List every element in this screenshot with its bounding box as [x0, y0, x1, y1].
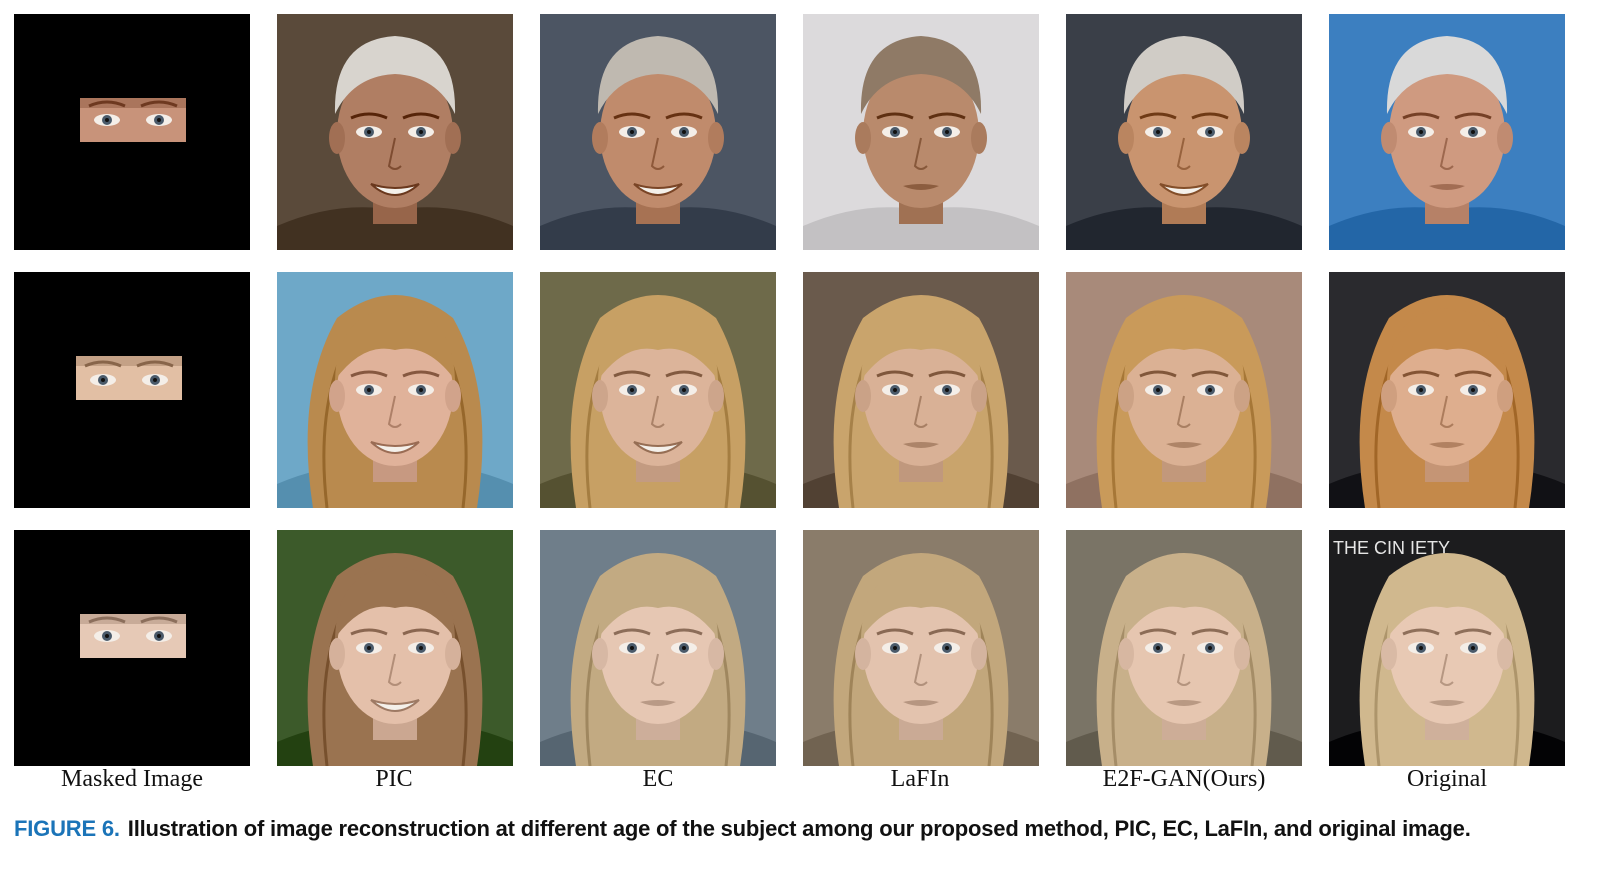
image-ec-row-2 — [540, 272, 776, 508]
column-label-masked-image: Masked Image — [61, 766, 203, 792]
column-label-e2f-gan: E2F-GAN(Ours) — [1102, 766, 1266, 792]
face-image-masked-image-row-2 — [14, 272, 250, 508]
image-ec-row-3 — [540, 530, 776, 766]
image-pic-row-1 — [277, 14, 513, 250]
face-image-lafin-row-1 — [803, 14, 1039, 250]
image-e2f-gan-row-2 — [1066, 272, 1302, 508]
image-masked-image-row-2 — [14, 272, 250, 508]
figure-caption-label: FIGURE 6. — [14, 816, 120, 841]
face-image-lafin-row-2 — [803, 272, 1039, 508]
column-label-pic: PIC — [375, 766, 413, 792]
image-pic-row-2 — [277, 272, 513, 508]
image-masked-image-row-1 — [14, 14, 250, 250]
face-image-e2f-gan-row-3 — [1066, 530, 1302, 766]
face-image-pic-row-3 — [277, 530, 513, 766]
face-image-original-row-2 — [1329, 272, 1565, 508]
face-image-ec-row-3 — [540, 530, 776, 766]
face-image-ec-row-1 — [540, 14, 776, 250]
image-original-row-1 — [1329, 14, 1565, 250]
image-e2f-gan-row-1 — [1066, 14, 1302, 250]
image-e2f-gan-row-3 — [1066, 530, 1302, 766]
column-label-lafin: LaFIn — [890, 766, 950, 792]
column-label-ec: EC — [642, 766, 674, 792]
face-image-e2f-gan-row-1 — [1066, 14, 1302, 250]
figure-caption-text: Illustration of image reconstruction at … — [127, 816, 1471, 841]
image-pic-row-3 — [277, 530, 513, 766]
face-image-lafin-row-3 — [803, 530, 1039, 766]
image-ec-row-1 — [540, 14, 776, 250]
face-image-original-row-3: THE CIN IETY — [1329, 530, 1565, 766]
image-original-row-2 — [1329, 272, 1565, 508]
face-image-original-row-1 — [1329, 14, 1565, 250]
column-label-original: Original — [1407, 766, 1487, 792]
face-image-masked-image-row-3 — [14, 530, 250, 766]
image-lafin-row-3 — [803, 530, 1039, 766]
figure-grid: THE CIN IETY — [14, 14, 1565, 766]
svg-text:THE CIN IETY: THE CIN IETY — [1333, 538, 1450, 558]
figure-caption: FIGURE 6. Illustration of image reconstru… — [14, 816, 1594, 842]
image-original-row-3: THE CIN IETY — [1329, 530, 1565, 766]
face-image-ec-row-2 — [540, 272, 776, 508]
image-lafin-row-1 — [803, 14, 1039, 250]
face-image-pic-row-1 — [277, 14, 513, 250]
image-lafin-row-2 — [803, 272, 1039, 508]
face-image-pic-row-2 — [277, 272, 513, 508]
face-image-e2f-gan-row-2 — [1066, 272, 1302, 508]
image-masked-image-row-3 — [14, 530, 250, 766]
face-image-masked-image-row-1 — [14, 14, 250, 250]
